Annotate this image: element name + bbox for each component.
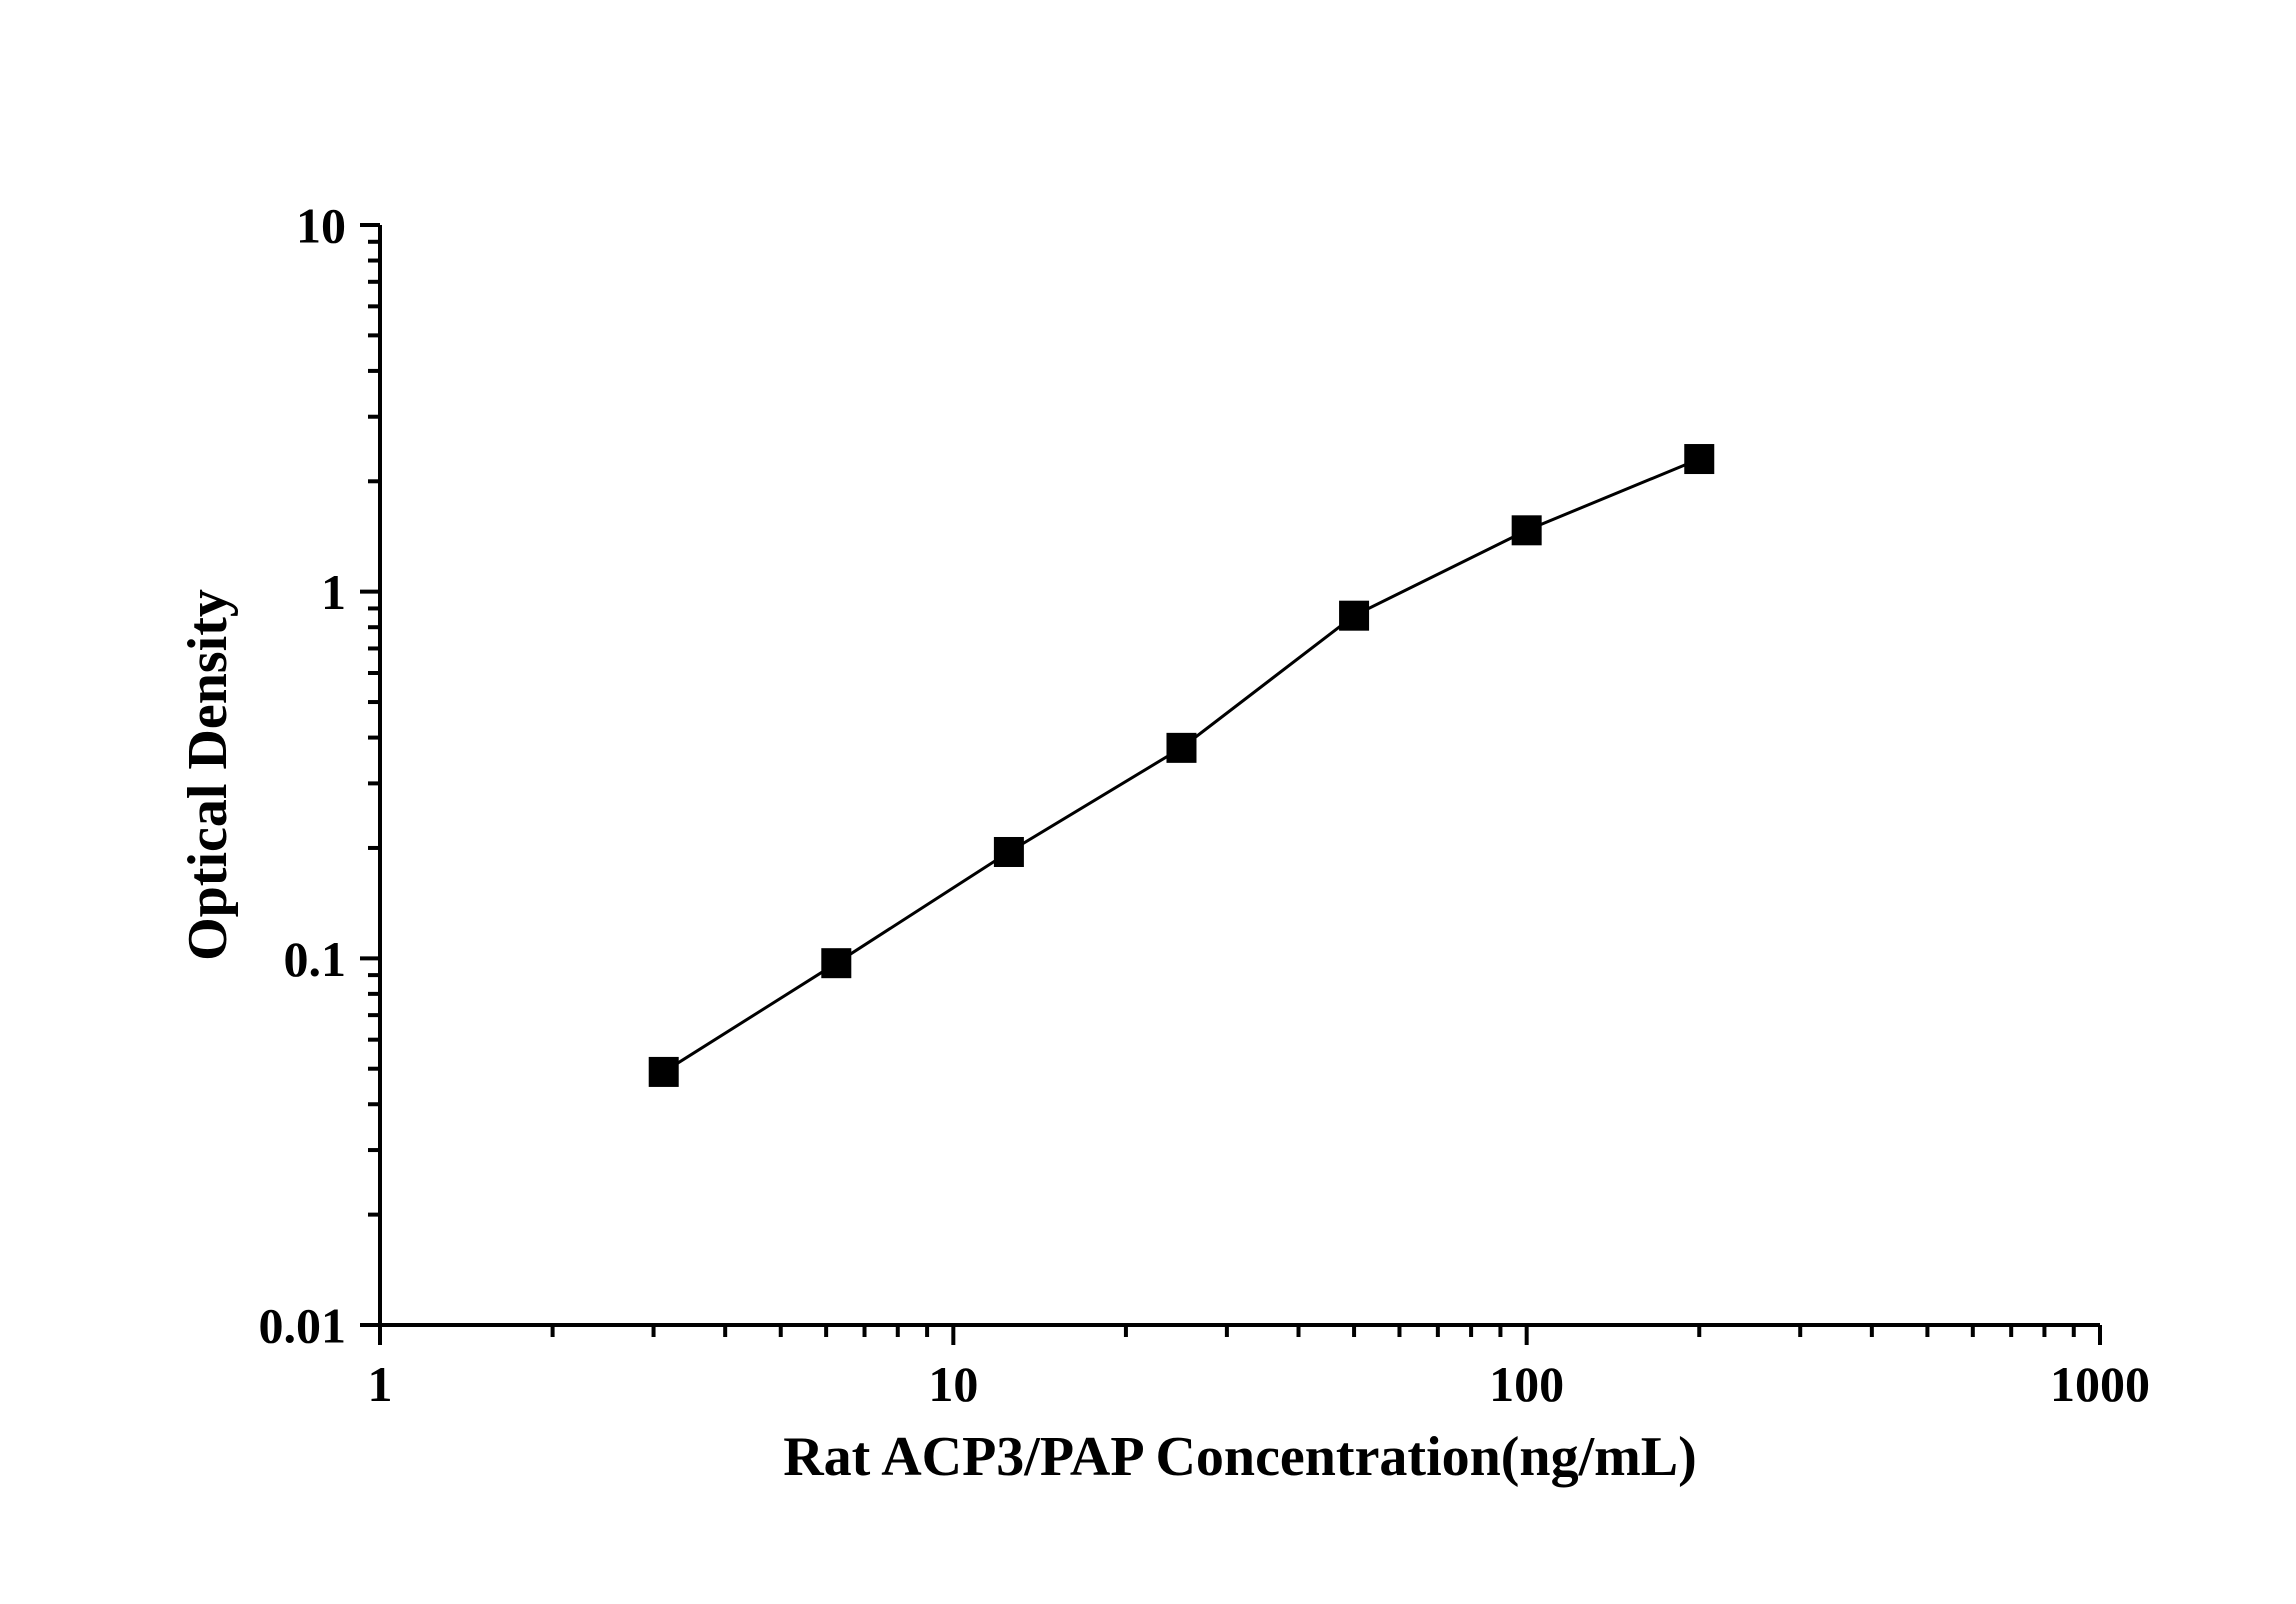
data-marker	[649, 1057, 679, 1087]
x-axis-label: Rat ACP3/PAP Concentration(ng/mL)	[783, 1426, 1697, 1488]
data-marker	[994, 837, 1024, 867]
data-marker	[1684, 444, 1714, 474]
y-axis-label: Optical Density	[177, 589, 239, 961]
y-tick-label: 0.1	[284, 931, 347, 987]
data-marker	[821, 948, 851, 978]
y-tick-label: 1	[321, 564, 346, 620]
y-tick-label: 10	[296, 198, 346, 254]
x-tick-label: 10	[928, 1356, 978, 1412]
x-tick-label: 1	[368, 1356, 393, 1412]
data-marker	[1512, 515, 1542, 545]
x-tick-label: 100	[1489, 1356, 1564, 1412]
data-marker	[1166, 733, 1196, 763]
x-tick-label: 1000	[2050, 1356, 2150, 1412]
chart-svg: 1 10 100 1000 Rat ACP3/PAP Concentration(ng/…	[0, 0, 2296, 1604]
data-marker	[1339, 601, 1369, 631]
y-tick-label: 0.01	[259, 1298, 347, 1354]
chart-container: 1 10 100 1000 Rat ACP3/PAP Concentration(ng/…	[0, 0, 2296, 1604]
